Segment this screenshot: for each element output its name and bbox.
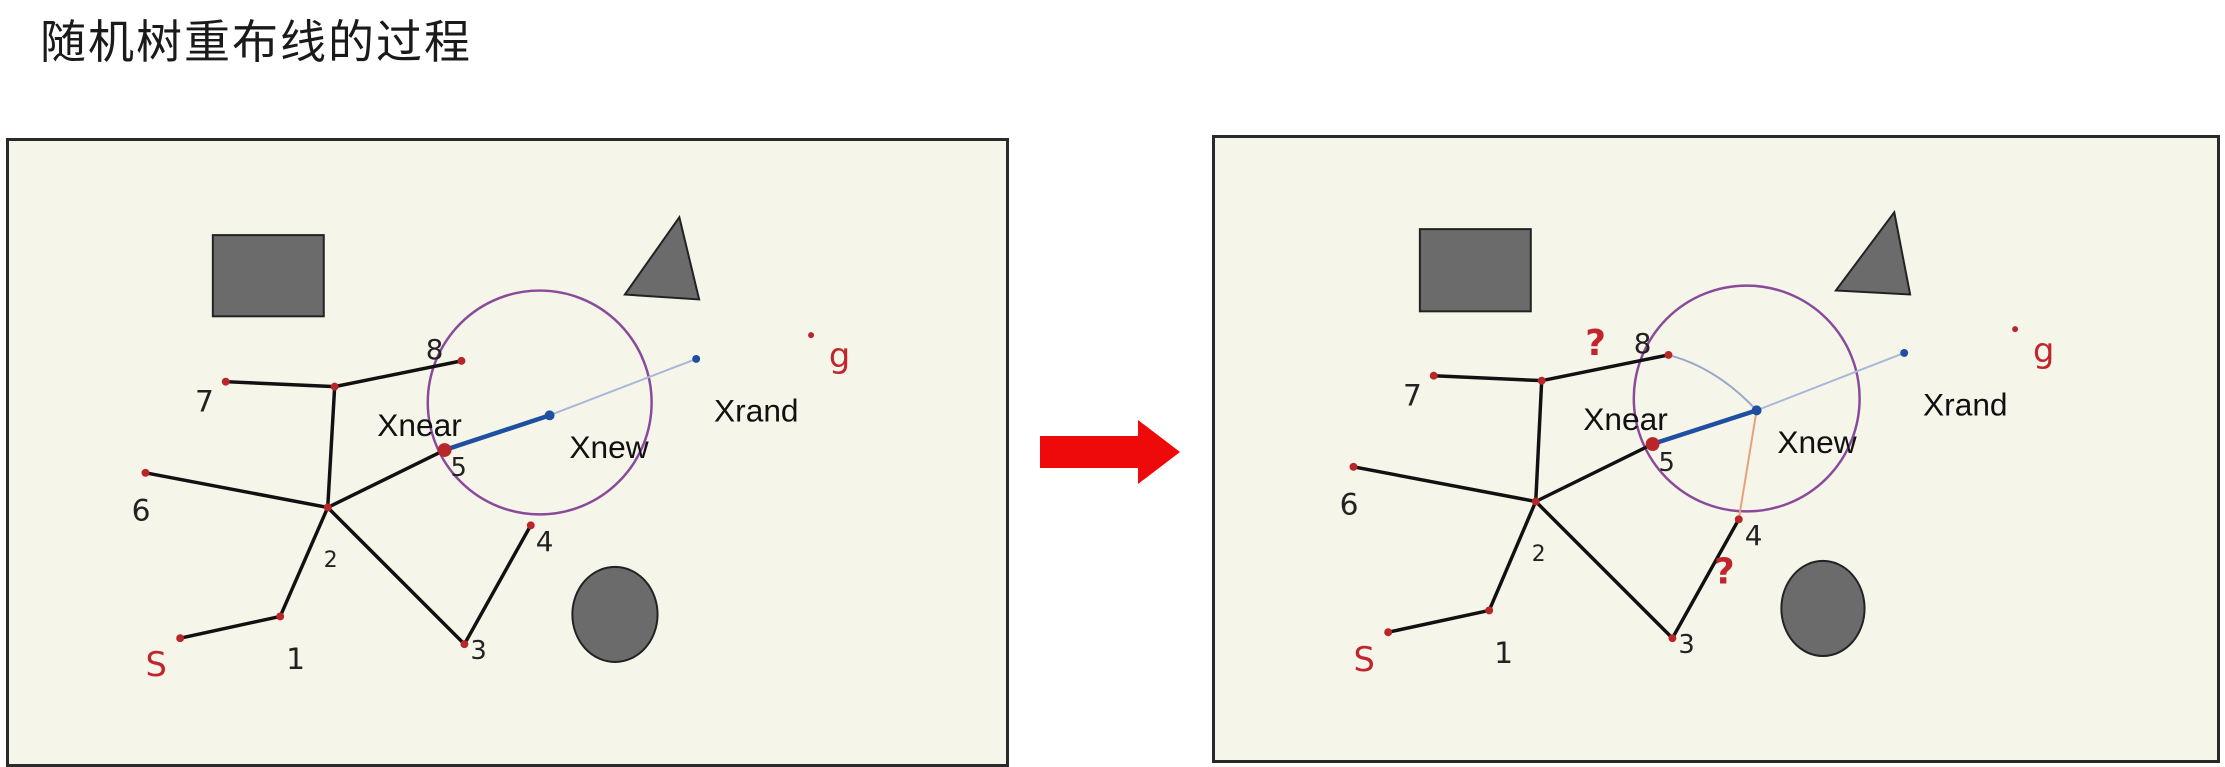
label-start: S <box>1353 640 1374 679</box>
edge-2-7junction <box>325 384 337 510</box>
near-radius-circle <box>426 289 653 516</box>
label-node-3: 3 <box>470 636 486 666</box>
node-7 <box>1429 371 1438 380</box>
obstacle-ellipse <box>571 565 659 663</box>
panel-after-rewire: Xnear Xnew Xrand S g 1 2 3 4 5 6 7 8 ? ? <box>1212 135 2220 763</box>
edge-2-7junction <box>1534 378 1544 504</box>
obstacle-rectangle <box>1418 228 1532 313</box>
label-xnew: Xnew <box>1777 424 1856 460</box>
tree-diagram-before: Xnear Xnew Xrand S g 1 2 3 4 5 6 7 8 <box>132 214 850 684</box>
tree-edges <box>1351 353 1741 640</box>
node-xrand <box>1900 348 1909 357</box>
label-node-8: 8 <box>1634 327 1652 360</box>
edge-junction-7 <box>223 379 337 389</box>
tree-nodes <box>1349 326 2019 643</box>
node-2 <box>1531 497 1540 506</box>
edge-2-5 <box>325 448 447 510</box>
edge-s-1 <box>1386 608 1491 634</box>
label-xrand: Xrand <box>1923 386 2008 422</box>
extension-to-xrand <box>1756 352 1905 412</box>
node-s <box>1384 628 1393 637</box>
edge-junction-7 <box>1431 373 1544 383</box>
edge-3-4 <box>462 523 533 646</box>
tree-nodes <box>141 332 815 649</box>
edge-2-6 <box>143 471 330 510</box>
node-8 <box>1664 350 1673 359</box>
label-node-1: 1 <box>286 642 305 677</box>
label-node-7: 7 <box>195 384 214 419</box>
node-goal <box>2012 326 2019 333</box>
node-5-xnear <box>437 443 452 457</box>
label-node-8: 8 <box>426 333 444 366</box>
node-5-xnear <box>1645 437 1660 451</box>
label-xnear: Xnear <box>1583 401 1668 437</box>
node-goal <box>808 332 815 339</box>
label-node-5: 5 <box>1659 448 1675 478</box>
node-7 <box>221 377 230 386</box>
label-node-5: 5 <box>451 453 467 483</box>
edge-3-4 <box>1670 517 1741 640</box>
node-3 <box>460 640 469 649</box>
near-radius-circle <box>1632 284 1861 513</box>
edge-2-6 <box>1351 465 1538 504</box>
obstacle-rectangle <box>211 234 325 318</box>
label-node-6: 6 <box>132 493 151 528</box>
node-6 <box>1349 462 1358 471</box>
edge-1-2 <box>1487 499 1538 613</box>
label-node-2: 2 <box>1532 542 1546 567</box>
obstacle-triangle <box>1833 209 1912 296</box>
label-node-4: 4 <box>536 525 554 558</box>
obstacle-triangle <box>623 214 701 301</box>
node-2 <box>323 503 332 512</box>
label-node-1: 1 <box>1494 636 1513 671</box>
label-goal: g <box>829 336 850 375</box>
label-node-2: 2 <box>324 548 338 573</box>
node-4 <box>526 521 535 530</box>
node-xnew <box>1751 405 1762 416</box>
label-node-7: 7 <box>1403 378 1422 413</box>
label-question-bottom: ? <box>1714 552 1735 593</box>
node-xnew <box>544 410 555 421</box>
label-node-6: 6 <box>1340 487 1359 522</box>
node-4 <box>1734 515 1743 524</box>
label-start: S <box>145 645 166 684</box>
label-goal: g <box>2033 331 2054 370</box>
right-arrow-icon <box>1040 420 1180 484</box>
label-question-top: ? <box>1585 323 1606 364</box>
edge-junction-8 <box>1539 353 1671 383</box>
label-xnear: Xnear <box>377 407 462 443</box>
obstacle-ellipse <box>1780 559 1866 657</box>
new-edge-xnear-xnew <box>442 413 552 453</box>
label-xrand: Xrand <box>714 392 799 428</box>
candidate-edge-xnew-4 <box>1737 410 1758 520</box>
node-junction <box>330 382 339 391</box>
node-junction <box>1537 376 1546 385</box>
edge-1-2 <box>278 505 330 619</box>
node-6 <box>141 468 150 477</box>
label-xnew: Xnew <box>569 429 648 465</box>
page-title: 随机树重布线的过程 <box>40 15 472 69</box>
edge-2-3 <box>325 505 467 646</box>
node-1 <box>276 612 285 621</box>
extension-to-xrand <box>549 357 697 417</box>
candidate-edge-xnew-8 <box>1668 353 1758 412</box>
node-8 <box>457 356 466 365</box>
label-node-3: 3 <box>1678 630 1694 660</box>
edge-2-3 <box>1534 499 1675 640</box>
node-1 <box>1485 606 1494 615</box>
node-3 <box>1668 634 1677 643</box>
new-edge-xnear-xnew <box>1650 408 1759 447</box>
tree-edges <box>143 359 533 646</box>
panel-before-rewire: Xnear Xnew Xrand S g 1 2 3 4 5 6 7 8 <box>6 138 1009 767</box>
edge-s-1 <box>178 614 282 640</box>
node-s <box>176 634 185 643</box>
node-xrand <box>692 354 701 363</box>
tree-diagram-after: Xnear Xnew Xrand S g 1 2 3 4 5 6 7 8 ? ? <box>1340 209 2054 679</box>
edge-junction-8 <box>332 359 464 389</box>
label-node-4: 4 <box>1745 519 1763 552</box>
edge-2-5 <box>1534 442 1655 504</box>
